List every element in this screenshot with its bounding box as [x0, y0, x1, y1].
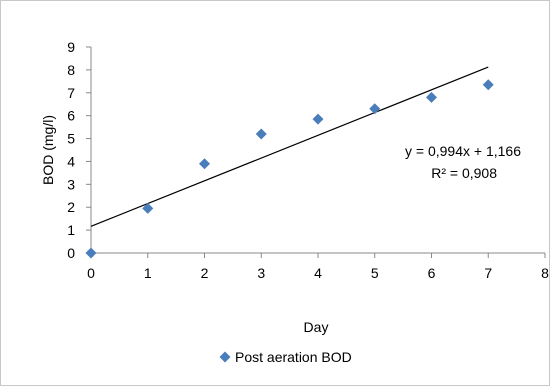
x-tick-label: 4 — [314, 265, 322, 281]
data-point — [199, 158, 210, 170]
data-points — [85, 79, 494, 259]
data-point — [369, 103, 381, 115]
y-tick-label: 4 — [67, 153, 75, 169]
legend: Post aeration BOD — [219, 349, 352, 365]
trendline-group — [90, 66, 489, 227]
y-tick-label: 3 — [67, 176, 75, 192]
x-tick-label: 6 — [428, 265, 436, 281]
legend-marker-diamond-icon — [219, 351, 231, 363]
x-tick-label: 3 — [257, 265, 265, 281]
x-tick-label: 1 — [144, 265, 152, 281]
x-tick-label: 7 — [484, 265, 492, 281]
trendline-r-squared: R² = 0,908 — [431, 165, 497, 181]
trendline-equation: y = 0,994x + 1,166 — [405, 143, 521, 159]
y-tick-label: 0 — [67, 245, 75, 261]
y-axis-title: BOD (mg/l) — [40, 115, 56, 185]
y-tick-label: 8 — [67, 62, 75, 78]
data-point — [426, 91, 437, 103]
data-point — [142, 202, 154, 214]
y-tick-label: 9 — [67, 39, 75, 55]
data-point — [482, 79, 494, 91]
x-tick-label: 8 — [541, 265, 549, 281]
x-axis-title: Day — [304, 319, 329, 335]
trendline — [90, 66, 489, 227]
x-tick-label: 2 — [201, 265, 209, 281]
y-tick-label: 5 — [67, 131, 75, 147]
y-tick-label: 1 — [67, 222, 75, 238]
y-tick-label: 6 — [67, 108, 75, 124]
x-tick-label: 0 — [87, 265, 95, 281]
legend-label: Post aeration BOD — [235, 349, 352, 365]
x-axis-ticks: 0 1 2 3 4 5 6 7 8 — [87, 253, 549, 281]
y-axis-ticks: 0 1 2 3 4 5 6 7 8 9 — [67, 39, 91, 261]
y-tick-label: 2 — [67, 199, 75, 215]
data-point — [255, 128, 267, 140]
y-tick-label: 7 — [67, 85, 75, 101]
data-point — [85, 247, 97, 259]
x-tick-label: 5 — [371, 265, 379, 281]
data-point — [312, 113, 324, 125]
